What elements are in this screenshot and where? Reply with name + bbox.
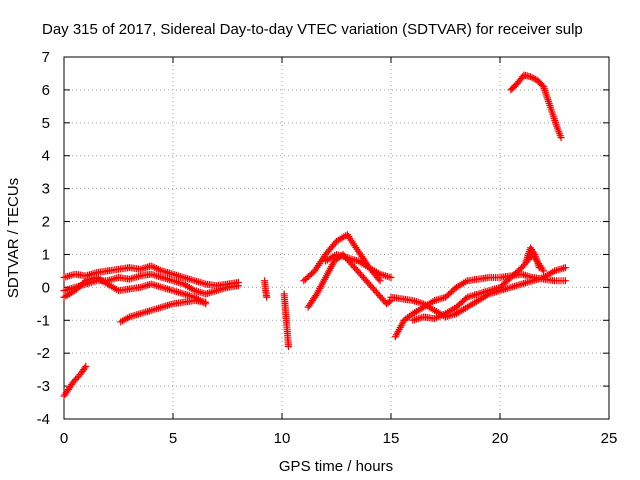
data-point [387,273,395,281]
data-point [530,249,538,257]
data-point [530,74,538,82]
y-tick-label: 5 [42,115,50,132]
chart-title: Day 315 of 2017, Sidereal Day-to-day VTE… [42,21,583,38]
y-tick-label: 0 [42,279,50,296]
y-tick-label: 3 [42,181,50,198]
y-tick-labels: -4 -3 -2 -1 0 1 2 3 4 5 6 7 [37,49,50,428]
y-tick-label: -4 [37,411,50,428]
x-tick-labels: 0 5 10 15 20 25 [60,430,618,447]
data-point [557,134,565,142]
y-axis-label: SDTVAR / TECUs [5,178,22,298]
series-early-drop [60,362,90,400]
series-dip-10h [280,290,293,351]
data-point [561,264,569,272]
series-gap-9h [261,277,271,301]
data-point [234,282,242,290]
series-midday-c [322,250,395,281]
y-tick-label: -2 [37,345,50,362]
data-point [535,264,543,272]
y-tick-label: 4 [42,148,50,165]
data-point [519,73,527,81]
x-tick-label: 20 [492,430,509,447]
y-tick-label: 2 [42,214,50,231]
y-tick-label: -1 [37,312,50,329]
data-point [540,267,548,275]
data-point [263,293,271,301]
x-axis-label: GPS time / hours [279,458,393,475]
y-tick-label: 6 [42,82,50,99]
data-point [375,275,383,283]
data-point [202,298,210,306]
data-point [527,73,535,81]
data-point [528,74,536,82]
data-point [81,364,89,372]
x-tick-label: 0 [60,430,68,447]
x-tick-label: 10 [274,430,291,447]
x-tick-label: 15 [383,430,400,447]
axis-ticks [63,56,610,420]
plot-frame [63,56,610,420]
series-late-high [507,71,565,142]
data-point [285,343,293,351]
x-tick-label: 25 [601,430,618,447]
data-point [386,298,394,306]
series-trace-d [117,297,210,326]
series-spike-21h [522,244,543,272]
data-point [82,362,90,370]
y-tick-label: 7 [42,49,50,66]
data-point [561,277,569,285]
x-tick-label: 5 [169,430,177,447]
data-point [376,277,384,285]
data-marks [60,71,569,400]
series-afternoon-c [409,250,548,324]
y-tick-label: 1 [42,246,50,263]
y-tick-label: -3 [37,378,50,395]
